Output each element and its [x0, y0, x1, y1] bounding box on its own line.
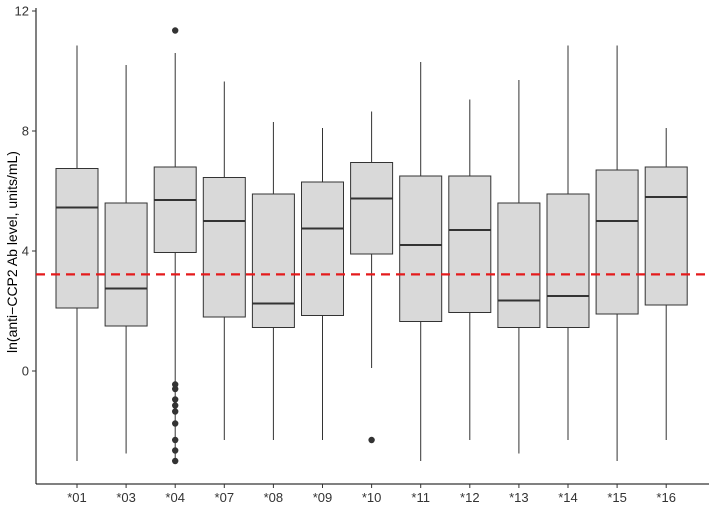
outlier-point — [172, 396, 179, 403]
y-tick-label: 12 — [15, 4, 29, 19]
box-body — [595, 169, 639, 315]
box-07 — [202, 81, 246, 440]
box-04 — [153, 27, 197, 465]
outlier-point — [172, 27, 179, 34]
box-body — [55, 168, 99, 309]
y-tick-label: 0 — [22, 364, 29, 379]
box-08 — [251, 122, 295, 440]
box-10 — [350, 111, 394, 444]
box-09 — [301, 128, 344, 440]
x-tick-label: *10 — [362, 490, 382, 505]
y-tick-label: 4 — [22, 244, 29, 259]
box-body — [399, 175, 443, 322]
x-tick-label: *13 — [509, 490, 529, 505]
x-tick-label: *11 — [411, 490, 430, 505]
box-body — [448, 175, 492, 313]
outlier-point — [172, 420, 179, 427]
box-16 — [644, 128, 688, 440]
box-body — [301, 181, 344, 316]
outlier-point — [172, 402, 179, 409]
x-tick-label: *14 — [558, 490, 578, 505]
box-12 — [448, 99, 492, 440]
box-body — [153, 166, 197, 253]
box-13 — [497, 80, 541, 454]
box-body — [251, 193, 295, 328]
x-axis: *01 *03 *04 *07 *08 *09 *10 *11 *12 *13 *14 *15 *16 — [36, 483, 709, 505]
box-01 — [55, 45, 99, 461]
box-body — [644, 166, 688, 306]
x-tick-label: *07 — [215, 490, 235, 505]
x-tick-label: *15 — [607, 490, 627, 505]
box-body — [104, 202, 148, 327]
box-body — [202, 177, 246, 318]
outlier-point — [172, 436, 179, 444]
box-body — [350, 162, 394, 255]
x-tick-label: *12 — [460, 490, 480, 505]
x-tick-label: *09 — [313, 490, 333, 505]
x-tick-label: *16 — [656, 490, 676, 505]
x-tick-label: *01 — [67, 490, 87, 505]
outlier-point — [172, 381, 179, 388]
box-series — [55, 27, 688, 465]
outlier-point — [172, 457, 179, 465]
y-axis-title: ln(anti−CCP2 Ab level, units/mL) — [4, 151, 20, 353]
y-tick-label: 8 — [22, 124, 29, 139]
box-body — [546, 193, 590, 328]
outlier-point — [368, 436, 375, 444]
outlier-point — [172, 408, 179, 415]
x-tick-label: *04 — [165, 490, 185, 505]
box-03 — [104, 65, 148, 454]
y-axis: 0 4 8 12 — [15, 4, 37, 484]
outlier-point — [172, 447, 179, 454]
box-11 — [399, 62, 443, 461]
x-tick-label: *08 — [264, 490, 284, 505]
outlier-point — [172, 385, 179, 393]
box-15 — [595, 45, 639, 461]
box-body — [497, 202, 541, 328]
box-14 — [546, 45, 590, 440]
x-tick-label: *03 — [116, 490, 136, 505]
